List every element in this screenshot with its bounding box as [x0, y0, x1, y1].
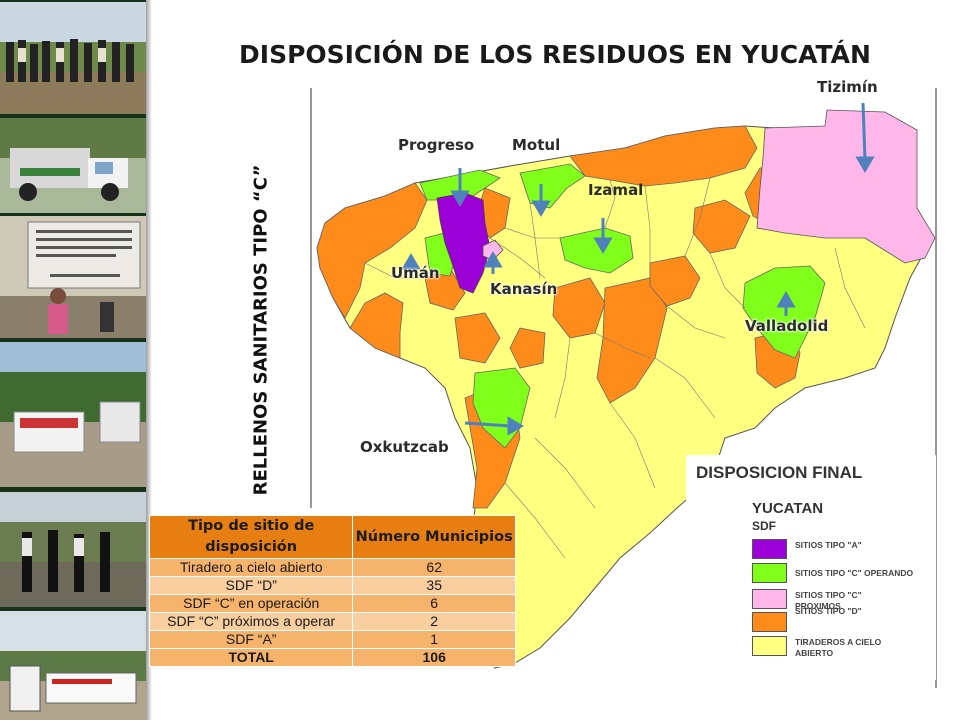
table-cell: SDF “C” próximos a operar — [148, 612, 354, 631]
table-cell: 1 — [352, 630, 516, 649]
table-total-row: TOTAL 106 — [148, 648, 516, 667]
legend-swatch — [752, 563, 787, 583]
arrow-kanasin — [483, 251, 503, 274]
table-cell: TOTAL — [148, 648, 354, 667]
table-row: SDF “A” 1 — [148, 630, 516, 649]
table-cell: Tiradero a cielo abierto — [148, 558, 354, 577]
arrow-izamal — [593, 218, 613, 254]
table-row: SDF “C” en operación 6 — [148, 594, 516, 613]
arrow-valladolid — [776, 291, 796, 316]
legend-label: SITIOS TIPO "C" PROXIMOS — [795, 590, 862, 611]
photo-site-visit — [0, 492, 146, 607]
table-header-cell: Tipo de sitio de disposición — [148, 515, 354, 559]
table-row: SDF “D” 35 — [148, 576, 516, 595]
page-title: DISPOSICIÓN DE LOS RESIDUOS EN YUCATÁN — [239, 40, 871, 69]
photo-landfill-sign — [0, 611, 146, 720]
photo-group-at-site — [0, 2, 146, 114]
legend-swatch — [752, 636, 787, 656]
map-legend: DISPOSICION FINAL YUCATAN SDF SITIOS TIP… — [686, 455, 936, 680]
kanasin-pink — [482, 239, 504, 261]
table-row: Tiradero a cielo abierto 62 — [148, 558, 516, 577]
arrow-uman — [401, 253, 421, 276]
legend-swatch — [752, 589, 787, 609]
legend-subtitle: YUCATAN — [752, 500, 824, 517]
photo-landfill-entrance — [0, 342, 146, 487]
table-cell: 6 — [352, 594, 516, 613]
vertical-label-text: RELLENOS SANITARIOS TIPO “C” — [250, 164, 272, 496]
legend-label: SITIOS TIPO "A" — [795, 540, 862, 550]
arrows — [401, 102, 875, 436]
label-uman: Umán — [391, 264, 440, 282]
tipo-c-proximos-region — [756, 109, 936, 264]
label-motul: Motul — [512, 136, 561, 154]
label-kanasin: Kanasín — [490, 280, 558, 298]
map-area: Tizimín Progreso Motul Izamal Umán Kanas… — [305, 78, 960, 688]
label-izamal: Izamal — [588, 181, 644, 199]
label-valladolid: Valladolid — [745, 317, 829, 335]
table-cell: SDF “D” — [148, 576, 354, 595]
table-cell: 62 — [352, 558, 516, 577]
tipo-a-region — [436, 192, 491, 294]
table-cell: 2 — [352, 612, 516, 631]
yucatan-map — [310, 88, 937, 688]
legend-swatch — [752, 612, 787, 632]
legend-title: DISPOSICION FINAL — [696, 463, 863, 482]
table-header-row: Tipo de sitio de disposición Número Muni… — [148, 515, 516, 559]
photo-garbage-truck — [0, 118, 146, 213]
legend-label: SITIOS TIPO "D" — [795, 606, 862, 616]
legend-swatch — [752, 539, 787, 559]
summary-table: Tipo de sitio de disposición Número Muni… — [148, 515, 516, 667]
table-header-cell: Número Municipios — [352, 515, 516, 559]
label-oxkutzcab: Oxkutzcab — [360, 438, 449, 456]
photo-strip-shadow — [146, 0, 152, 720]
legend-group: SDF — [752, 519, 776, 533]
photo-ceremony-plaque — [0, 216, 146, 338]
legend-label: TIRADEROS A CIELO ABIERTO — [795, 637, 882, 658]
label-tizimin: Tizimín — [817, 78, 878, 96]
arrow-tizimin — [855, 102, 875, 173]
table-row: SDF “C” próximos a operar 2 — [148, 612, 516, 631]
arrow-oxkutzcab — [464, 416, 524, 436]
municipal-borders — [364, 177, 866, 559]
table-cell: SDF “C” en operación — [148, 594, 354, 613]
table-cell: SDF “A” — [148, 630, 354, 649]
table-cell: 106 — [352, 648, 516, 667]
table-cell: 35 — [352, 576, 516, 595]
arrow-progreso — [450, 168, 470, 207]
label-progreso: Progreso — [398, 136, 475, 154]
legend-label: SITIOS TIPO "C" OPERANDO — [795, 568, 914, 578]
arrow-motul — [531, 184, 551, 217]
